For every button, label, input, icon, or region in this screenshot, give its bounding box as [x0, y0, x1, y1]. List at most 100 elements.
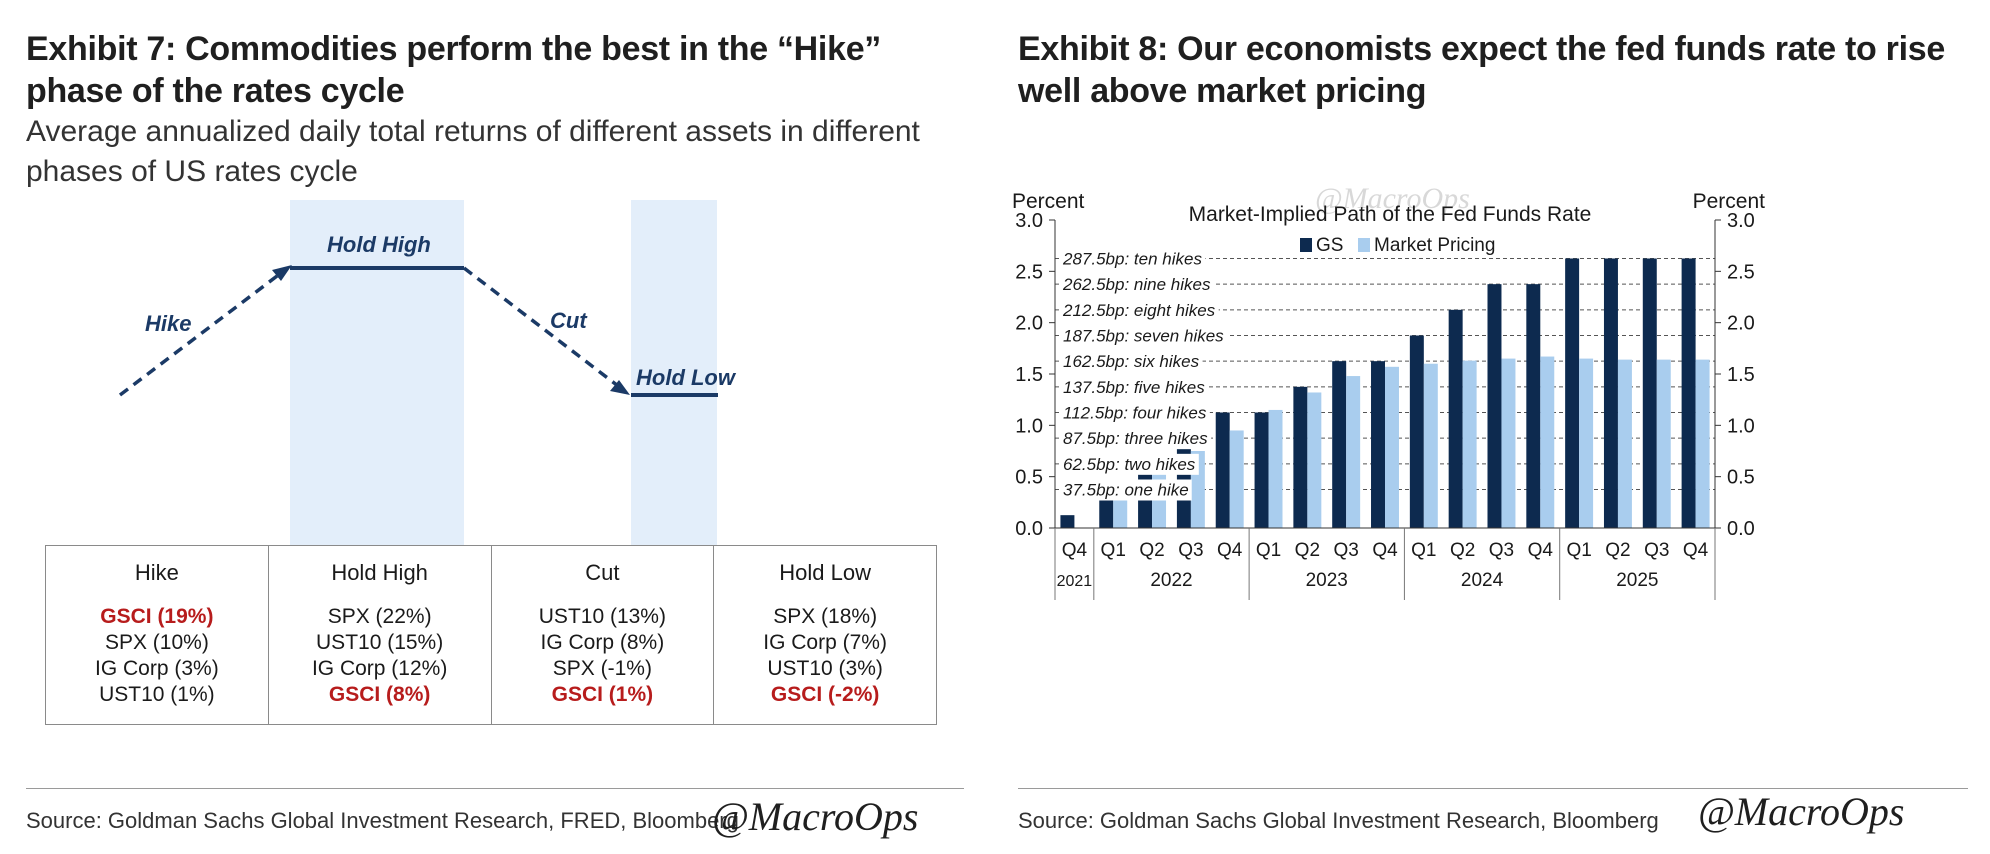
right-exhibit-panel: Exhibit 8: Our economists expect the fed… — [1010, 0, 1990, 854]
exhibit-7-subtitle: Average annualized daily total returns o… — [26, 115, 920, 188]
gs-bar — [1409, 335, 1424, 528]
gs-bar — [1642, 258, 1657, 528]
hold-low-label: Hold Low — [636, 365, 737, 390]
label-background — [1060, 325, 1228, 347]
hold-low-shade — [631, 200, 717, 545]
gs-bar — [1060, 515, 1075, 528]
phase-header: Hold High — [331, 560, 428, 585]
asset-return: SPX (10%) — [104, 631, 209, 654]
hike-reference-label: 162.5bp: six hikes — [1063, 352, 1200, 371]
gs-bar — [1293, 386, 1308, 528]
cut-label: Cut — [550, 308, 588, 333]
market-pricing-bar — [1540, 356, 1555, 528]
fed-funds-path-chart: 0.0 0.0 0.5 0.5 1.0 1.0 1.5 1.5 2.0 2.0 2.5 2.5 3.0 3… — [1012, 190, 1765, 600]
market-pricing-bar — [1346, 376, 1361, 528]
gs-bar — [1603, 258, 1618, 528]
hike-reference-label: 112.5bp: four hikes — [1063, 404, 1207, 423]
market-pricing-bar — [1501, 358, 1516, 528]
gs-bar — [1681, 258, 1696, 528]
exhibit-8-source: Source: Goldman Sachs Global Investment … — [1018, 808, 1659, 833]
hike-arrow-line — [118, 268, 287, 397]
y-tick-label-right: 2.0 — [1727, 313, 1755, 335]
market-pricing-bar — [1656, 359, 1671, 528]
year-label: 2025 — [1616, 570, 1658, 591]
x-tick-label: Q3 — [1333, 540, 1358, 561]
x-tick-label: Q1 — [1101, 540, 1126, 561]
phase-header: Cut — [585, 560, 620, 585]
x-tick-label: Q2 — [1605, 540, 1630, 561]
x-tick-label: Q4 — [1372, 540, 1398, 561]
asset-return: UST10 (13%) — [538, 605, 666, 628]
asset-return: GSCI (-2%) — [770, 683, 880, 706]
legend-swatch-gs — [1300, 238, 1312, 252]
gs-bar — [1371, 361, 1385, 528]
x-tick-label: Q4 — [1062, 540, 1088, 561]
asset-return: SPX (18%) — [773, 605, 878, 628]
hike-reference-label: 137.5bp: five hikes — [1063, 378, 1205, 397]
x-tick-label: Q4 — [1528, 540, 1554, 561]
y-tick-label-right: 1.0 — [1727, 415, 1755, 437]
asset-return: SPX (22%) — [327, 605, 432, 628]
legend-label-market-pricing: Market Pricing — [1374, 235, 1495, 256]
faint-watermark: @MacroOps — [1315, 182, 1470, 215]
x-tick-label: Q3 — [1644, 540, 1669, 561]
exhibit-7-source: Source: Goldman Sachs Global Investment … — [26, 808, 739, 833]
market-pricing-bar — [1617, 359, 1632, 528]
label-background — [1060, 376, 1209, 398]
gs-bar — [1526, 284, 1541, 528]
x-tick-label: Q3 — [1489, 540, 1514, 561]
label-background — [1059, 248, 1206, 270]
y-tick-label-left: 0.5 — [1015, 467, 1043, 489]
exhibit-7-title: Exhibit 7: Commodities perform the best … — [26, 30, 882, 110]
asset-return: UST10 (3%) — [767, 657, 883, 680]
market-pricing-bar — [1695, 359, 1710, 528]
gs-bar — [1254, 412, 1269, 528]
market-pricing-bar — [1113, 497, 1128, 528]
asset-return: IG Corp (12%) — [311, 657, 448, 680]
market-pricing-bar — [1423, 363, 1438, 528]
asset-return: IG Corp (3%) — [95, 657, 219, 680]
y-tick-label-left: 1.5 — [1015, 364, 1043, 386]
market-pricing-bar — [1307, 392, 1322, 528]
gs-bar — [1565, 258, 1580, 528]
label-background — [1059, 299, 1219, 321]
y-tick-label-right: 0.0 — [1727, 518, 1755, 540]
year-label: 2024 — [1461, 570, 1504, 591]
asset-return: IG Corp (7%) — [763, 631, 887, 654]
x-tick-label: Q2 — [1295, 540, 1320, 561]
label-background — [1060, 479, 1192, 501]
asset-return: GSCI (19%) — [100, 605, 214, 628]
hike-reference-label: 262.5bp: nine hikes — [1062, 275, 1211, 294]
gs-bar — [1448, 309, 1463, 528]
cut-arrow-line — [462, 266, 624, 391]
y-tick-label-right: 3.0 — [1727, 210, 1755, 232]
hike-reference-label: 37.5bp: one hike — [1063, 481, 1189, 500]
x-tick-label: Q1 — [1566, 540, 1591, 561]
y-tick-label-left: 2.5 — [1015, 261, 1043, 283]
label-background — [1060, 402, 1210, 424]
legend-label-gs: GS — [1316, 235, 1343, 256]
y-tick-label-left: 0.0 — [1015, 518, 1043, 540]
phase-returns-table: Hike GSCI (19%) SPX (10%) IG Corp (3%) U… — [45, 545, 937, 725]
label-background — [1059, 274, 1214, 296]
asset-return: UST10 (15%) — [316, 631, 444, 654]
x-tick-label: Q1 — [1256, 540, 1281, 561]
y-tick-label-left: 2.0 — [1015, 313, 1043, 335]
y-tick-label-right: 1.5 — [1727, 364, 1755, 386]
left-exhibit-panel: Exhibit 7: Commodities perform the best … — [0, 0, 975, 854]
phase-column-hold-low: Hold Low SPX (18%) IG Corp (7%) UST10 (3… — [714, 546, 936, 724]
hike-reference-label: 212.5bp: eight hikes — [1062, 301, 1216, 320]
phase-header: Hold Low — [779, 560, 871, 585]
market-pricing-bar — [1462, 360, 1477, 528]
x-tick-label: Q4 — [1683, 540, 1709, 561]
hold-high-shade — [290, 200, 464, 545]
market-pricing-bar — [1229, 430, 1244, 528]
x-tick-label: Q2 — [1450, 540, 1475, 561]
hike-reference-label: 87.5bp: three hikes — [1063, 429, 1208, 448]
macroops-watermark: @MacroOps — [712, 794, 919, 839]
source-divider — [1018, 788, 1968, 789]
hike-reference-label: 62.5bp: two hikes — [1063, 455, 1196, 474]
hike-label: Hike — [145, 311, 191, 336]
market-pricing-bar — [1579, 358, 1594, 528]
y-tick-label-left: 1.0 — [1015, 415, 1043, 437]
